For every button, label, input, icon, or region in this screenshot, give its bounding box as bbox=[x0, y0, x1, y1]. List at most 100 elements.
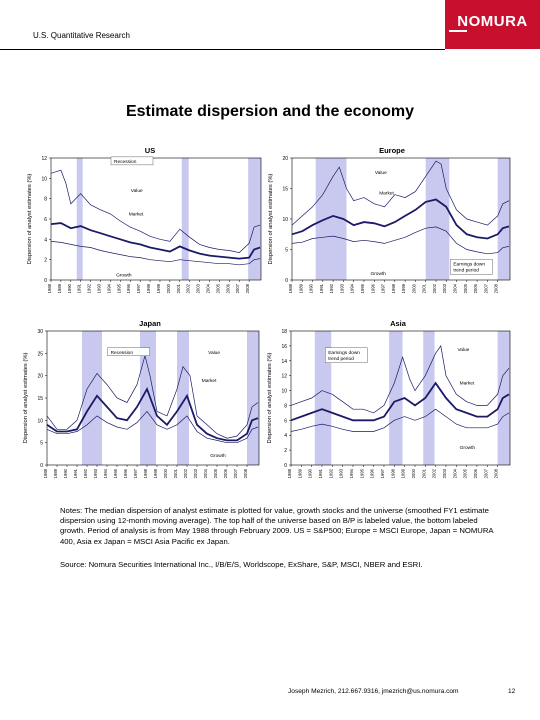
y-tick-label: 15 bbox=[37, 396, 43, 402]
x-tick-label: 1993 bbox=[97, 283, 102, 293]
shaded-period bbox=[140, 331, 156, 465]
x-tick-label: 2006 bbox=[223, 468, 228, 478]
y-axis-label: Dispersion of analyst estimates (%) bbox=[268, 174, 274, 265]
series-value bbox=[46, 354, 259, 439]
y-tick-label: 20 bbox=[37, 374, 43, 380]
series-market bbox=[291, 198, 510, 240]
y-tick-label: 0 bbox=[285, 278, 288, 284]
x-tick-label: 2007 bbox=[483, 468, 488, 478]
shaded-period bbox=[82, 331, 102, 465]
x-tick-label: 2007 bbox=[233, 468, 238, 478]
nomura-logo: NOMURA bbox=[445, 0, 540, 49]
series-market bbox=[46, 386, 259, 442]
x-tick-label: 2008 bbox=[243, 468, 248, 478]
series-market bbox=[290, 381, 510, 422]
y-tick-label: 12 bbox=[281, 374, 287, 380]
x-tick-label: 1999 bbox=[401, 468, 406, 478]
x-tick-label: 1994 bbox=[103, 468, 108, 478]
x-tick-label: 1988 bbox=[43, 468, 48, 478]
plot-frame bbox=[290, 330, 511, 466]
footer-contact: Joseph Mezrich, 212.667.9316, jmezrich@u… bbox=[288, 688, 459, 695]
shaded-period bbox=[423, 331, 435, 465]
x-tick-label: 1991 bbox=[318, 468, 323, 478]
x-tick-label: 1993 bbox=[339, 468, 344, 478]
y-tick-label: 0 bbox=[40, 463, 43, 469]
x-tick-label: 2001 bbox=[421, 468, 426, 478]
chart-title: Japan bbox=[139, 319, 161, 328]
annotation-box bbox=[325, 347, 368, 363]
y-tick-label: 15 bbox=[282, 187, 288, 193]
series-value bbox=[291, 160, 510, 226]
x-tick-label: 2003 bbox=[442, 283, 447, 293]
shaded-period bbox=[248, 158, 261, 280]
x-tick-label: 1997 bbox=[133, 468, 138, 478]
y-tick-label: 6 bbox=[284, 418, 287, 424]
source-note: Source: Nomura Securities International … bbox=[60, 560, 423, 569]
chart-notes: Notes: The median dispersion of analyst … bbox=[60, 506, 494, 546]
x-tick-label: 1989 bbox=[57, 283, 62, 293]
x-tick-label: 1998 bbox=[390, 468, 395, 478]
annotation-label: trend period bbox=[453, 267, 479, 273]
x-tick-label: 1990 bbox=[67, 283, 72, 293]
x-tick-label: 2004 bbox=[453, 283, 458, 293]
x-tick-label: 2001 bbox=[176, 283, 181, 293]
chart-title: Europe bbox=[379, 146, 405, 155]
x-tick-label: 1995 bbox=[113, 468, 118, 478]
x-tick-label: 1990 bbox=[309, 283, 314, 293]
x-tick-label: 2002 bbox=[186, 283, 191, 293]
series-value bbox=[50, 169, 261, 253]
series-growth bbox=[291, 226, 510, 255]
shaded-period bbox=[181, 158, 189, 280]
x-tick-label: 2000 bbox=[411, 283, 416, 293]
shaded-period bbox=[177, 331, 189, 465]
x-tick-label: 1996 bbox=[370, 283, 375, 293]
x-tick-label: 1995 bbox=[359, 468, 364, 478]
x-tick-label: 2004 bbox=[203, 468, 208, 478]
x-tick-label: 1998 bbox=[146, 283, 151, 293]
annotation-label: Value bbox=[457, 347, 469, 353]
x-tick-label: 1993 bbox=[339, 283, 344, 293]
y-axis-label: Dispersion of analyst estimates (%) bbox=[267, 353, 273, 444]
x-tick-label: 2005 bbox=[215, 283, 220, 293]
chart-japan: 0 5 10 15 20 25 30 1988 1989 1990 1991 1992 1993 1994… bbox=[23, 319, 260, 478]
annotation-label: Recession bbox=[114, 159, 137, 165]
y-axis-label: Dispersion of analyst estimates (%) bbox=[23, 353, 29, 444]
x-tick-label: 2004 bbox=[205, 283, 210, 293]
annotation-box bbox=[107, 347, 150, 356]
chart-us: 0 2 4 6 8 10 12 1988 1989 1990 1991 1992 1993 1994 199… bbox=[27, 146, 262, 293]
x-tick-label: 1997 bbox=[136, 283, 141, 293]
x-tick-label: 2007 bbox=[235, 283, 240, 293]
shaded-period bbox=[314, 331, 332, 465]
annotation-label: Growth bbox=[460, 445, 476, 451]
chart-europe: 0 5 10 15 20 1988 1989 1990 1991 1992 1993 1994 1995… bbox=[268, 146, 511, 293]
shaded-period bbox=[389, 331, 403, 465]
y-tick-label: 0 bbox=[284, 463, 287, 469]
y-axis-label: Dispersion of analyst estimates (%) bbox=[27, 174, 33, 265]
x-tick-label: 1990 bbox=[308, 468, 313, 478]
chart-title: Asia bbox=[390, 319, 407, 328]
y-tick-label: 14 bbox=[281, 359, 287, 365]
annotation-label: Earnings down bbox=[328, 350, 360, 356]
page-title: Estimate dispersion and the economy bbox=[125, 103, 415, 120]
annotation-label: Growth bbox=[370, 271, 386, 277]
y-tick-label: 10 bbox=[281, 389, 287, 395]
x-tick-label: 2003 bbox=[442, 468, 447, 478]
annotation-label: trend period bbox=[328, 356, 354, 362]
annotation-label: Earnings down bbox=[453, 261, 485, 267]
x-tick-label: 2006 bbox=[225, 283, 230, 293]
x-tick-label: 1992 bbox=[328, 468, 333, 478]
x-tick-label: 1999 bbox=[156, 283, 161, 293]
x-tick-label: 1988 bbox=[47, 283, 52, 293]
x-tick-label: 1992 bbox=[83, 468, 88, 478]
shaded-period bbox=[425, 158, 450, 280]
annotation-label: Growth bbox=[116, 272, 132, 278]
annotation-box bbox=[450, 259, 493, 275]
logo-swoosh bbox=[449, 30, 467, 32]
x-tick-label: 2008 bbox=[494, 468, 499, 478]
x-tick-label: 1995 bbox=[360, 283, 365, 293]
y-tick-label: 10 bbox=[37, 418, 43, 424]
x-tick-label: 2008 bbox=[494, 283, 499, 293]
x-tick-label: 2008 bbox=[245, 283, 250, 293]
x-tick-label: 2000 bbox=[163, 468, 168, 478]
shaded-period bbox=[247, 331, 259, 465]
